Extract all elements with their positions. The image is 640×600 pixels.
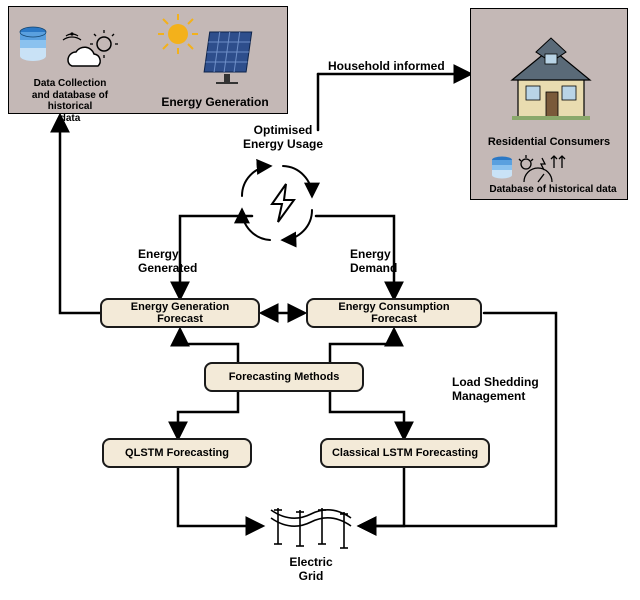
label-energy-generation: Energy Generation <box>150 96 280 110</box>
meter-icons <box>518 154 574 184</box>
node-gen-forecast: Energy Generation Forecast <box>100 298 260 328</box>
node-classical: Classical LSTM Forecasting <box>320 438 490 468</box>
diagram-stage: Data Collectionand database of historica… <box>0 0 640 600</box>
database-right-icon <box>490 156 514 182</box>
label-energy-demand: EnergyDemand <box>350 248 430 276</box>
electric-grid-icon <box>266 500 356 550</box>
house-icon <box>508 32 594 122</box>
node-qlstm: QLSTM Forecasting <box>102 438 252 468</box>
label-household-informed: Household informed <box>328 60 478 74</box>
cloud-sun-icon <box>62 30 118 70</box>
label-residential: Residential Consumers <box>474 136 624 149</box>
label-electric-grid: ElectricGrid <box>276 556 346 584</box>
node-cons-forecast: Energy Consumption Forecast <box>306 298 482 328</box>
sun-icon <box>156 12 200 56</box>
solar-panel-icon <box>202 30 258 84</box>
label-data-collection: Data Collectionand database of historica… <box>10 78 130 124</box>
label-db-hist-right: Database of historical data <box>478 184 628 196</box>
label-load-shedding: Load SheddingManagement <box>452 376 572 404</box>
label-optimised: OptimisedEnergy Usage <box>228 124 338 152</box>
database-icon <box>18 26 48 62</box>
label-energy-generated: EnergyGenerated <box>138 248 228 276</box>
node-forecast-methods: Forecasting Methods <box>204 362 364 392</box>
energy-bolt-icon <box>262 182 304 224</box>
